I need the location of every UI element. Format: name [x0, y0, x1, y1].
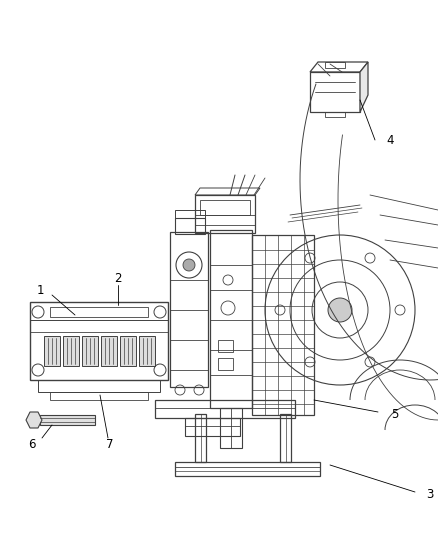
Bar [218, 340, 233, 352]
Circle shape [365, 253, 375, 263]
Bar [120, 336, 136, 366]
Bar [155, 400, 295, 418]
Bar [30, 302, 168, 380]
Text: 1: 1 [36, 284, 44, 296]
Bar [170, 232, 208, 387]
Circle shape [183, 259, 195, 271]
Bar [82, 336, 98, 366]
Text: 3: 3 [426, 489, 434, 502]
Bar [175, 462, 320, 476]
Bar [139, 336, 155, 366]
Bar [210, 230, 252, 408]
Bar [252, 235, 314, 415]
Circle shape [275, 305, 285, 315]
Circle shape [305, 253, 315, 263]
Text: 7: 7 [106, 439, 114, 451]
Polygon shape [26, 412, 42, 428]
Bar [325, 112, 345, 117]
Circle shape [365, 357, 375, 367]
Bar [63, 336, 79, 366]
Bar [310, 72, 360, 112]
Text: 5: 5 [391, 408, 399, 422]
Bar [50, 307, 148, 317]
Bar [195, 414, 206, 462]
Bar [175, 218, 205, 234]
Circle shape [328, 298, 352, 322]
Polygon shape [360, 62, 368, 112]
Bar [325, 62, 345, 68]
Bar [218, 358, 233, 370]
Text: 4: 4 [386, 133, 394, 147]
Bar [40, 415, 95, 425]
Bar [50, 392, 148, 400]
Text: 2: 2 [114, 271, 122, 285]
Bar [44, 336, 60, 366]
Bar [101, 336, 117, 366]
Circle shape [395, 305, 405, 315]
Text: 6: 6 [28, 439, 36, 451]
Bar [200, 200, 250, 215]
Bar [185, 418, 240, 436]
Bar [195, 195, 255, 233]
Circle shape [305, 357, 315, 367]
Bar [280, 414, 291, 462]
Bar [220, 408, 242, 448]
Bar [38, 380, 160, 392]
